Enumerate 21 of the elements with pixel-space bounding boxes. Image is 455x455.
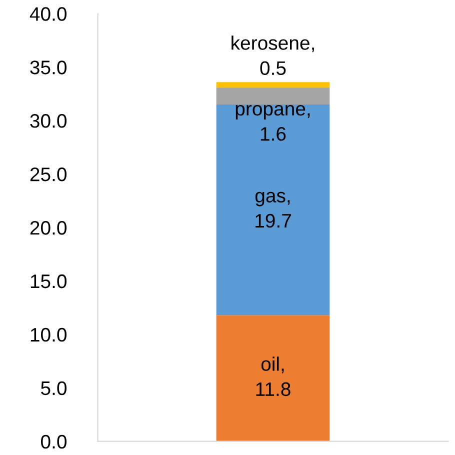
y-tick-label: 10.0 — [30, 328, 67, 342]
bar — [216, 82, 330, 88]
y-tick-label: 35.0 — [30, 60, 67, 74]
series-label: oil, — [261, 356, 284, 374]
series-label: propane, — [236, 104, 310, 120]
series-label: gas, — [255, 192, 290, 206]
y-tick-label: 5.0 — [41, 381, 67, 396]
series-label: kerosene, — [232, 36, 314, 52]
data-label: 19.7 — [256, 214, 291, 228]
y-tick-label: 25.0 — [30, 168, 67, 182]
y-tick-label: 20.0 — [30, 220, 67, 235]
bar — [216, 315, 330, 442]
y-tick-label: 15.0 — [30, 274, 67, 288]
data-label: 0.5 — [260, 61, 286, 76]
y-tick-label: 30.0 — [30, 114, 67, 128]
bar — [216, 104, 330, 316]
data-label: 11.8 — [256, 382, 290, 396]
bar — [216, 87, 330, 105]
data-label: 1.6 — [260, 127, 286, 141]
y-tick-label: 0.0 — [41, 434, 67, 449]
y-tick-label: 40.0 — [30, 7, 67, 21]
